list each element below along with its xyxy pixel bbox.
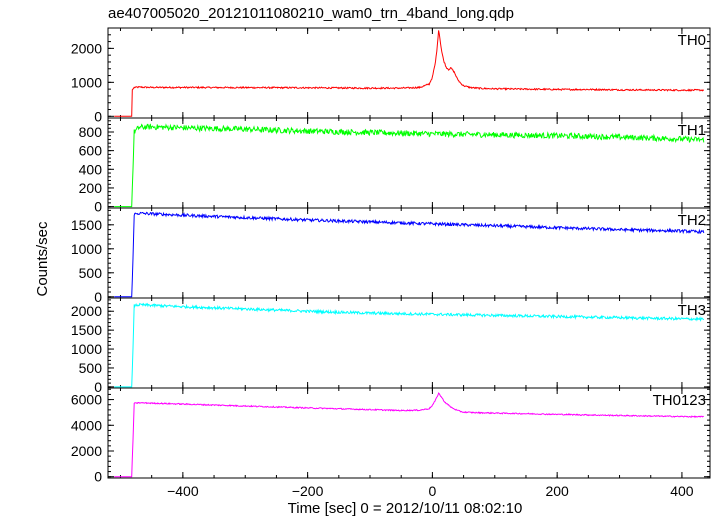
panel-label-th1: TH1 — [678, 122, 706, 139]
y-axis-label: Counts/sec — [34, 221, 51, 297]
y-tick-label: 0 — [94, 379, 102, 395]
panel-label-th2: TH2 — [678, 212, 706, 229]
y-tick-label: 1500 — [71, 322, 102, 338]
x-tick-label: 400 — [670, 483, 694, 499]
x-tick-label: 0 — [428, 483, 436, 499]
chart-title: ae407005020_20121011080210_wam0_trn_4ban… — [108, 5, 514, 22]
y-tick-label: 2000 — [71, 40, 102, 56]
y-tick-label: 1000 — [71, 341, 102, 357]
y-tick-label: 500 — [79, 265, 103, 281]
series-line-th1 — [114, 123, 705, 208]
x-axis-label: Time [sec] 0 = 2012/10/11 08:02:10 — [288, 500, 523, 516]
series-line-th3 — [114, 302, 705, 388]
series-line-th2 — [114, 211, 705, 298]
panel-label-th0123: TH0123 — [653, 392, 706, 409]
y-tick-label: 0 — [94, 108, 102, 124]
y-tick-label: 800 — [79, 124, 103, 140]
x-tick-label: −400 — [167, 483, 199, 499]
y-tick-label: 4000 — [71, 417, 102, 433]
y-tick-label: 2000 — [71, 303, 102, 319]
panel-frame-th0 — [107, 27, 711, 119]
y-tick-label: 6000 — [71, 392, 102, 408]
y-tick-label: 1500 — [71, 217, 102, 233]
panel-frame-th2 — [107, 207, 711, 299]
y-tick-label: 0 — [94, 199, 102, 215]
y-tick-label: 200 — [79, 180, 103, 196]
y-tick-label: 600 — [79, 143, 103, 159]
y-tick-label: 0 — [94, 289, 102, 305]
y-tick-label: 0 — [94, 469, 102, 485]
y-tick-label: 2000 — [71, 443, 102, 459]
panel-frame-th3 — [107, 297, 711, 389]
y-tick-label: 1000 — [71, 241, 102, 257]
y-tick-label: 400 — [79, 161, 103, 177]
y-tick-label: 500 — [79, 360, 103, 376]
panel-label-th0: TH0 — [678, 32, 706, 49]
x-tick-label: −200 — [292, 483, 324, 499]
panel-frame-th0123 — [107, 387, 711, 479]
series-line-th0123 — [114, 392, 704, 478]
panel-label-th3: TH3 — [678, 302, 706, 319]
x-tick-label: 200 — [545, 483, 569, 499]
y-tick-label: 1000 — [71, 74, 102, 90]
series-line-th0 — [114, 30, 705, 117]
